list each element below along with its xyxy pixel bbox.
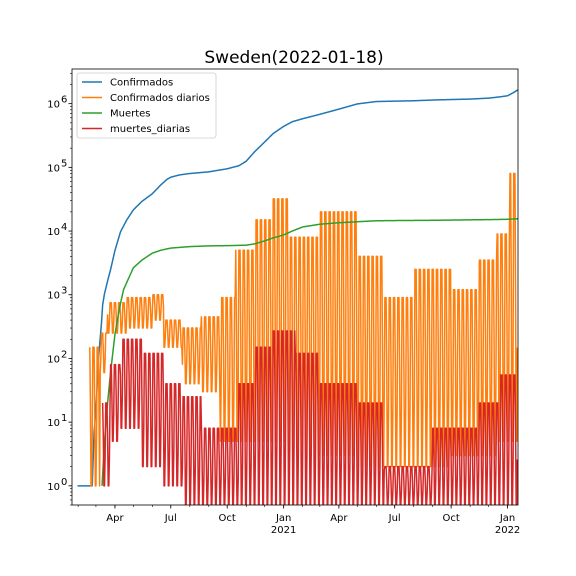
y-tick-label: 10 [47,482,60,493]
series-line-3 [101,330,518,505]
x-tick-label: Jan [275,513,291,524]
y-tick-label: 10 [47,418,60,429]
series-line-2 [101,217,518,486]
y-tick-exponent: 2 [61,349,67,360]
legend: Confirmados Confirmados diarios Muertes mue… [76,72,217,139]
x-tick-label: Jul [164,513,177,524]
legend-label: Confirmados diarios [110,93,210,104]
y-tick-label: 10 [47,227,60,238]
x-tick-label: Apr [330,513,348,524]
y-tick-exponent: 1 [61,413,67,424]
y-tick-exponent: 5 [61,158,67,169]
x-tick-label: Oct [442,513,459,524]
x-tick-label: Apr [106,513,124,524]
series-line-1 [89,172,518,487]
legend-label: Confirmados [110,78,173,89]
legend-box [76,72,217,139]
y-tick-label: 10 [47,100,60,111]
y-tick-exponent: 6 [61,95,67,106]
x-tick-label: Jan [499,513,515,524]
x-tick-sublabel: 2022 [495,525,520,536]
y-tick-label: 10 [47,291,60,302]
x-tick-label: Oct [219,513,236,524]
legend-label: Muertes [110,109,151,120]
x-tick-sublabel: 2021 [271,525,296,536]
legend-label: muertes_diarias [110,124,190,135]
chart-title: Sweden(2022-01-18) [204,48,383,68]
series-layer [77,89,518,505]
y-tick-exponent: 4 [61,222,67,233]
y-tick-exponent: 3 [61,286,67,297]
x-tick-label: Jul [388,513,401,524]
y-tick-label: 10 [47,354,60,365]
series-line-0 [77,89,518,487]
y-tick-exponent: 0 [61,477,67,488]
plot-frame [71,68,519,506]
y-tick-label: 10 [47,163,60,174]
